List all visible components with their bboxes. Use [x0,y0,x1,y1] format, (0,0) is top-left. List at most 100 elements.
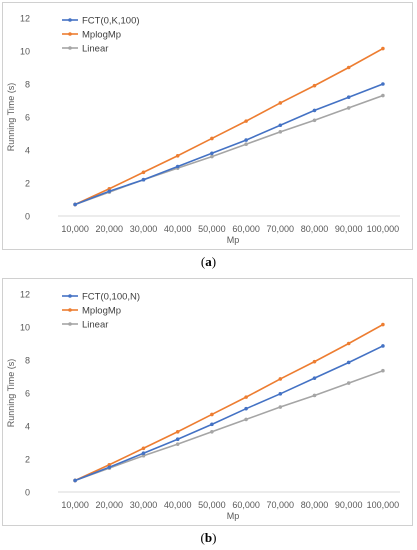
data-point [244,138,248,142]
x-axis-title: Mp [227,511,240,521]
data-point [244,142,248,147]
y-tick-label: 0 [25,212,30,222]
data-point [244,119,248,123]
data-point [175,442,180,446]
y-tick-label: 6 [25,389,30,399]
legend-label: MplogMp [82,306,121,317]
legend-label: MplogMp [82,30,121,41]
data-point [381,93,385,98]
data-point [175,164,180,169]
y-tick-label: 0 [25,488,30,498]
data-point [210,422,214,427]
x-tick-label: 100,000 [367,224,400,234]
data-point [210,136,214,141]
x-tick-label: 10,000 [61,224,89,234]
data-point [141,177,146,182]
chart-panel-b: 0 2 4 6 8 10 12 10,000 20,000 30,000 40,000 50,000 6… [0,276,417,534]
x-tick-label: 80,000 [301,500,329,510]
y-tick-label: 2 [25,455,30,465]
line-chart-b: 0 2 4 6 8 10 12 10,000 20,000 30,000 40,000 50,000 6… [6,290,400,521]
chart-frame [2,2,413,250]
x-tick-label: 80,000 [301,224,329,234]
caption-open: ( [200,530,205,545]
line-chart-a: 0 2 4 6 8 10 12 10,000 20,000 30,000 40,000 50,000 6… [6,14,400,245]
x-tick-label: 60,000 [232,500,260,510]
caption-open: ( [200,254,206,269]
data-point [278,101,283,105]
series-line [74,345,384,482]
data-point [73,478,77,483]
y-tick-label: 2 [25,179,30,189]
data-point [244,417,248,422]
data-point [244,406,248,411]
y-tick-label: 6 [25,113,30,123]
chart-panel-a: 0 2 4 6 8 10 12 10,000 20,000 30,000 40,000 50,000 6… [0,0,417,258]
data-point [346,95,351,99]
x-tick-label: 30,000 [130,224,158,234]
x-tick-label: 70,000 [267,500,295,510]
data-point [381,344,385,348]
legend-label: FCT(0,K,100) [82,16,140,27]
data-point [381,46,385,51]
y-tick-label: 4 [25,146,30,156]
series-line [74,83,384,206]
data-point [107,462,112,467]
data-point [312,376,317,380]
x-tick-label: 20,000 [96,224,124,234]
data-point [381,368,385,373]
y-tick-label: 10 [20,47,30,57]
series-line [74,94,384,206]
legend-marker [68,18,72,22]
data-point [107,186,112,191]
x-tick-label: 40,000 [164,500,192,510]
data-point [381,82,385,86]
caption-letter: a [205,254,212,269]
x-tick-label: 90,000 [335,500,363,510]
data-point [278,130,283,134]
data-point [175,429,180,434]
data-point [210,151,214,156]
data-point [210,429,214,434]
series-line [74,369,384,482]
data-point [381,322,385,327]
data-point [346,106,351,110]
legend-label: FCT(0,100,N) [82,292,140,303]
caption-close: ) [211,254,217,269]
chart-frame [2,278,413,526]
caption-letter: b [204,530,213,545]
series-line [74,47,384,206]
legend-marker [68,294,72,298]
y-axis-title: Running Time (s) [6,83,16,152]
data-point [210,154,214,159]
data-point [278,377,283,381]
x-tick-label: 10,000 [61,500,89,510]
y-tick-label: 12 [20,14,30,24]
data-point [141,453,146,458]
y-tick-label: 12 [20,290,30,300]
legend-marker [68,322,72,326]
data-point [73,202,77,207]
x-tick-label: 20,000 [96,500,124,510]
data-point [312,118,317,123]
y-tick-label: 8 [25,356,30,366]
figure-caption-b: (b) [0,530,417,546]
legend-label: Linear [82,44,108,55]
data-point [312,359,317,364]
data-point [244,395,248,399]
data-point [141,451,146,456]
y-axis-title: Running Time (s) [6,359,16,428]
data-point [346,65,351,70]
x-tick-label: 50,000 [198,224,226,234]
data-point [312,83,317,88]
data-point [346,360,351,365]
x-tick-label: 50,000 [198,500,226,510]
x-axis-title: Mp [227,235,240,245]
series-line [74,323,384,482]
data-point [346,341,351,346]
caption-close: ) [212,530,217,545]
data-point [107,465,112,470]
data-point [346,381,351,385]
y-tick-label: 4 [25,422,30,432]
x-tick-label: 70,000 [267,224,295,234]
legend-marker [68,308,72,312]
